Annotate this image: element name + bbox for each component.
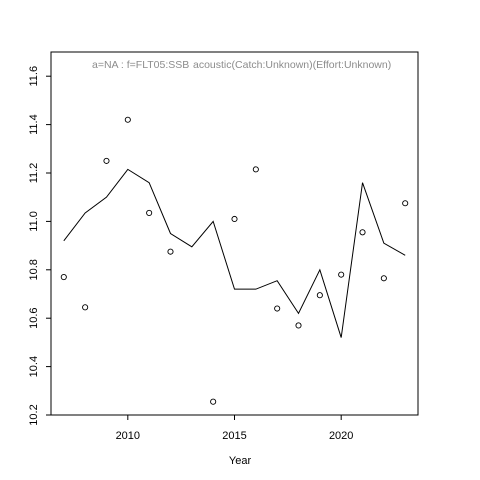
data-point [103, 157, 110, 164]
chart-title-left: a=NA : f=FLT05:SSB [92, 59, 189, 71]
data-point [359, 229, 366, 236]
data-point [338, 271, 345, 278]
data-point [167, 248, 174, 255]
data-point [231, 215, 238, 223]
series-line [63, 168, 406, 338]
y-tick-label: 10.6 [28, 307, 40, 328]
y-tick-label: 10.2 [28, 404, 40, 425]
data-point [274, 305, 281, 312]
y-tick-label: 11.6 [28, 66, 40, 87]
data-point [60, 274, 67, 281]
y-tick-label: 11.0 [28, 211, 40, 232]
data-point [316, 292, 323, 299]
x-tick-label: 2020 [329, 430, 353, 442]
y-axis: 10.2 10.4 10.6 10.8 11.0 11.2 11.4 11.6 [28, 66, 51, 426]
data-point [380, 275, 387, 282]
y-tick-label: 11.4 [28, 114, 40, 135]
data-point [146, 209, 153, 216]
x-axis-label: Year [229, 455, 252, 467]
data-point [252, 166, 259, 173]
series-points [60, 116, 409, 405]
data-point [295, 322, 302, 329]
data-point [124, 116, 131, 123]
data-point [402, 200, 409, 207]
x-tick-label: 2010 [116, 430, 140, 442]
y-tick-label: 10.4 [28, 356, 40, 377]
data-point [210, 398, 217, 405]
y-tick-label: 11.2 [28, 163, 40, 184]
x-tick-label: 2015 [222, 430, 246, 442]
y-tick-label: 10.8 [28, 259, 40, 280]
x-axis: 2010 2015 2020 [116, 415, 353, 442]
data-point [82, 304, 89, 311]
chart-title-right: acoustic(Catch:Unknown)(Effort:Unknown) [193, 59, 391, 71]
